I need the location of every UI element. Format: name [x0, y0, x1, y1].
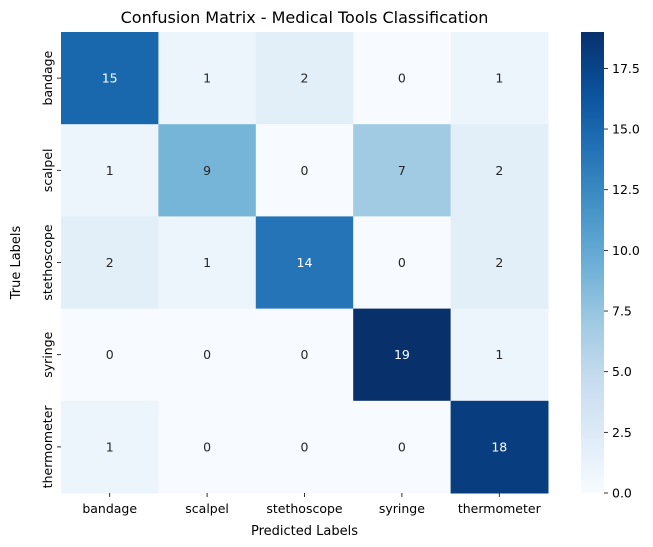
heatmap-cell	[353, 124, 452, 217]
heatmap-cell	[450, 216, 549, 310]
heatmap-cell	[158, 216, 257, 310]
heatmap-cell	[255, 400, 354, 494]
x-axis-label: Predicted Labels	[251, 524, 358, 539]
heatmap-cell	[61, 216, 159, 310]
cell-value-label: 1	[106, 439, 114, 454]
colorbar-tick-label: 0.0	[612, 486, 632, 501]
cell-value-label: 1	[495, 347, 503, 362]
heatmap-cell	[450, 308, 549, 402]
x-tick-label: thermometer	[458, 501, 542, 516]
heatmap-cell	[353, 216, 452, 310]
y-tick-label: scalpel	[40, 148, 55, 192]
heatmap-cell	[158, 400, 257, 494]
y-tick-label: stethoscope	[40, 224, 55, 301]
heatmap-cell	[61, 32, 159, 125]
cell-value-label: 9	[203, 163, 211, 178]
cell-value-label: 15	[102, 71, 118, 86]
heatmap-cells: 15 1 2 0 11 9 0 7 22 1 14 0 20 0 0 19 11 0 0 0 18	[61, 32, 549, 494]
cell-value-label: 0	[398, 71, 406, 86]
colorbar-tick-label: 5.0	[612, 364, 632, 379]
heatmap-cell	[450, 400, 549, 494]
colorbar-tick-label: 17.5	[612, 61, 640, 76]
cell-value-label: 0	[398, 255, 406, 270]
y-axis-ticks: bandage scalpel stethoscope syringe thermome…	[40, 50, 61, 488]
heatmap-cell	[450, 32, 549, 125]
heatmap-cell	[353, 400, 452, 494]
heatmap-cell	[158, 32, 257, 125]
cell-value-label: 1	[495, 71, 503, 86]
cell-value-label: 0	[203, 347, 211, 362]
x-tick-label: stethoscope	[266, 501, 343, 516]
cell-value-label: 14	[297, 255, 313, 270]
colorbar-gradient	[581, 32, 604, 493]
cell-value-label: 2	[301, 71, 309, 86]
x-tick-label: bandage	[82, 501, 137, 516]
cell-value-label: 18	[491, 439, 507, 454]
cell-value-label: 0	[301, 347, 309, 362]
heatmap-cell	[61, 124, 159, 217]
heatmap-cell	[255, 124, 354, 217]
y-tick-label: thermometer	[40, 405, 55, 489]
colorbar-tick-label: 7.5	[612, 304, 632, 319]
x-tick-label: scalpel	[185, 501, 229, 516]
colorbar-tick-label: 12.5	[612, 182, 640, 197]
heatmap-cell	[255, 216, 354, 310]
cell-value-label: 0	[203, 439, 211, 454]
colorbar: 0.0 2.5 5.0 7.5 10.0 12.5 15.0 17.5	[581, 32, 640, 501]
x-tick-label: syringe	[379, 501, 425, 516]
colorbar-tick-label: 2.5	[612, 425, 632, 440]
cell-value-label: 2	[495, 255, 503, 270]
heatmap-cell	[158, 308, 257, 402]
cell-value-label: 19	[394, 347, 410, 362]
cell-value-label: 1	[106, 163, 114, 178]
heatmap-cell	[158, 124, 257, 217]
cell-value-label: 1	[203, 255, 211, 270]
heatmap-cell	[255, 32, 354, 125]
cell-value-label: 2	[106, 255, 114, 270]
heatmap-cell	[450, 124, 549, 217]
cell-value-label: 0	[301, 439, 309, 454]
cell-value-label: 7	[398, 163, 406, 178]
y-tick-label: syringe	[40, 331, 55, 377]
heatmap-cell	[255, 308, 354, 402]
cell-value-label: 0	[106, 347, 114, 362]
heatmap-cell	[61, 400, 159, 494]
y-axis-label: True Labels	[9, 225, 24, 300]
cell-value-label: 0	[398, 439, 406, 454]
heatmap-cell	[353, 308, 452, 402]
heatmap-cell	[61, 308, 159, 402]
chart-title: Confusion Matrix - Medical Tools Classif…	[121, 8, 489, 27]
colorbar-tick-label: 15.0	[612, 122, 640, 137]
y-tick-label: bandage	[40, 50, 55, 105]
cell-value-label: 2	[495, 163, 503, 178]
heatmap-cell	[353, 32, 452, 125]
x-axis-ticks: bandage scalpel stethoscope syringe thermome…	[82, 493, 542, 516]
cell-value-label: 1	[203, 71, 211, 86]
colorbar-tick-label: 10.0	[612, 243, 640, 258]
cell-value-label: 0	[301, 163, 309, 178]
